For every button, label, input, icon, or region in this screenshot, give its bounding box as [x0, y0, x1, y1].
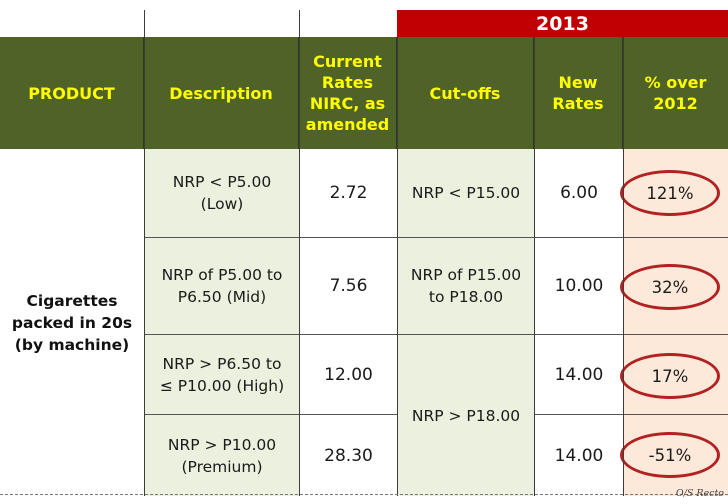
- footer-dashed-line: [0, 494, 728, 495]
- row2-pct: 32%: [620, 264, 720, 310]
- col-divider: [397, 37, 398, 496]
- row-divider: [144, 237, 728, 238]
- watermark: O/S Recto: [675, 488, 724, 499]
- row3-new-rate: 14.00: [554, 364, 604, 385]
- row4-description: NRP > P10.00 (Premium): [145, 415, 299, 496]
- row2-current-rate: 7.56: [329, 276, 368, 296]
- row3-current-rate: 12.00: [324, 364, 373, 385]
- row3-description: NRP > P6.50 to ≤ P10.00 (High): [145, 335, 299, 414]
- product-label: Cigarettes packed in 20s (by machine): [11, 291, 133, 354]
- header-new-rates: New Rates: [534, 37, 623, 149]
- row1-cutoff: NRP < P15.00: [398, 149, 534, 237]
- col-divider: [299, 10, 300, 496]
- row1-description: NRP < P5.00 (Low): [145, 149, 299, 237]
- row-divider: [144, 414, 398, 415]
- row3-pct: 17%: [620, 353, 720, 399]
- col-divider: [534, 37, 535, 496]
- year-banner: 2013: [397, 10, 728, 37]
- row1-new-rate: 6.00: [560, 183, 598, 203]
- col-divider: [623, 37, 624, 496]
- header-cutoffs: Cut-offs: [397, 37, 534, 149]
- col-divider: [144, 10, 145, 496]
- row-divider: [144, 334, 728, 335]
- row-divider: [534, 414, 728, 415]
- row2-cutoff: NRP of P15.00 to P18.00: [398, 238, 534, 334]
- row1-pct: 121%: [620, 170, 720, 216]
- row4-current-rate: 28.30: [324, 445, 373, 466]
- row4-new-rate: 14.00: [554, 445, 604, 466]
- header-product: PRODUCT: [0, 37, 144, 149]
- row1-current-rate: 2.72: [329, 183, 368, 203]
- row2-description: NRP of P5.00 to P6.50 (Mid): [145, 238, 299, 334]
- header-row: [0, 37, 728, 149]
- header-pct-over: % over 2012: [644, 73, 707, 113]
- row3-cutoff-merged: NRP > P18.00: [398, 335, 534, 496]
- header-current-rates: Current Rates NIRC, as amended: [299, 37, 397, 149]
- row2-new-rate: 10.00: [554, 276, 604, 296]
- header-description: Description: [144, 37, 299, 149]
- row4-pct: -51%: [620, 432, 720, 478]
